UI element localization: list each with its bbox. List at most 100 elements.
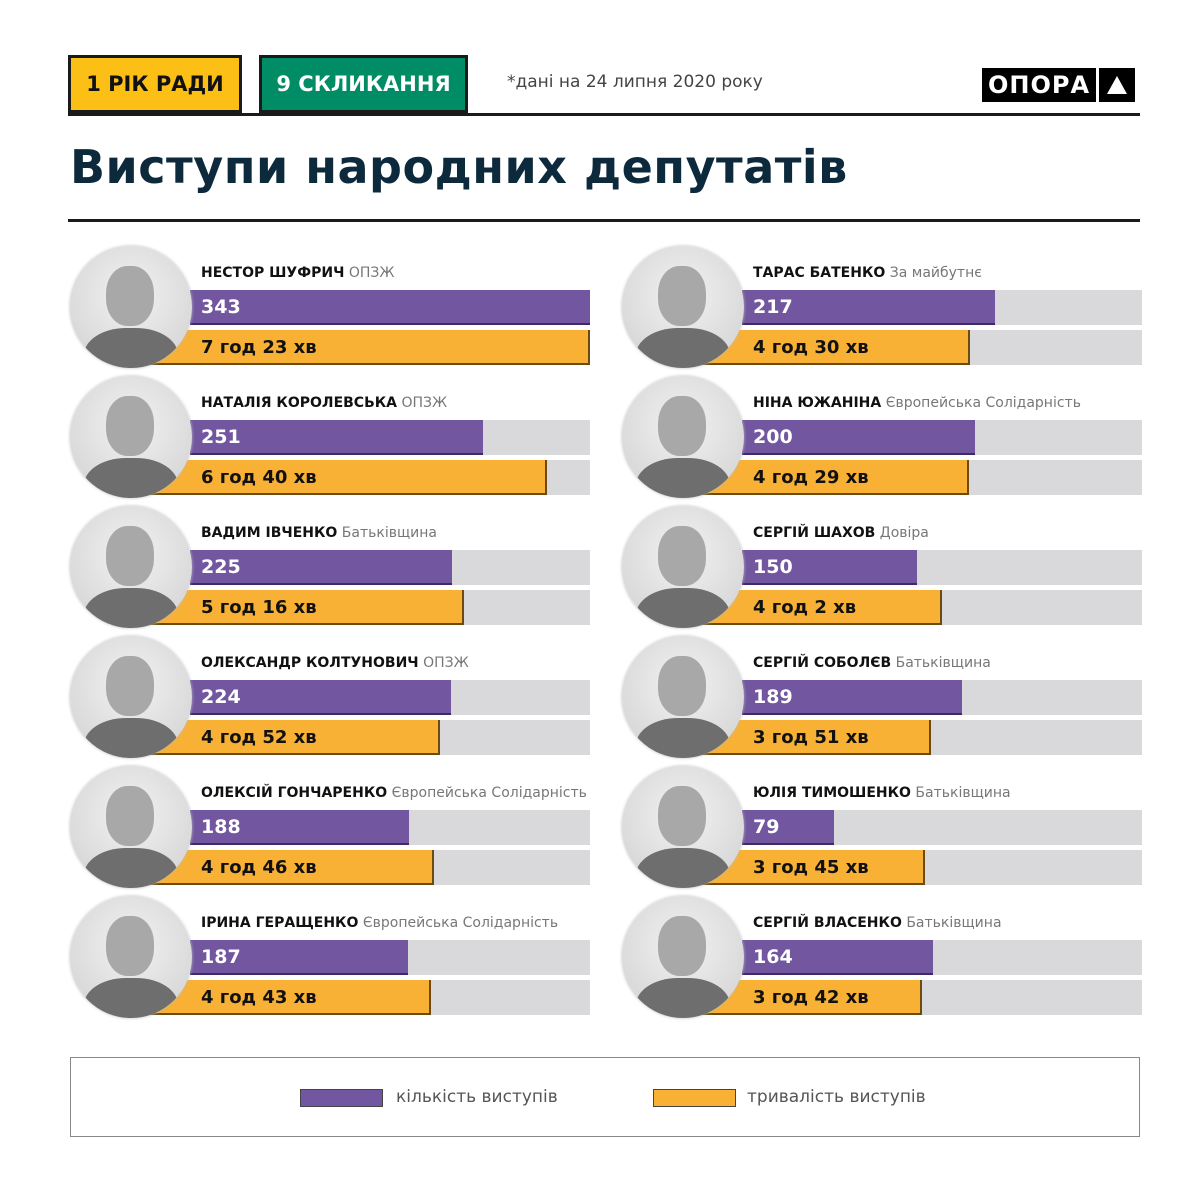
- duration-label: 5 год 16 хв: [201, 597, 317, 618]
- count-bar: [742, 550, 917, 585]
- deputy-name-line: НІНА ЮЖАНІНА Європейська Солідарність: [753, 395, 1081, 411]
- deputy-party: Європейська Солідарність: [391, 785, 587, 801]
- deputy-row: СЕРГІЙ СОБОЛЄВ Батьківщина 189 3 год 51 хв: [622, 636, 1142, 761]
- deputy-name: НІНА ЮЖАНІНА: [753, 395, 882, 411]
- deputy-party: Батьківщина: [895, 655, 991, 671]
- deputy-name-line: ЮЛІЯ ТИМОШЕНКО Батьківщина: [753, 785, 1011, 801]
- duration-label: 4 год 52 хв: [201, 727, 317, 748]
- deputy-row: НАТАЛІЯ КОРОЛЕВСЬКА ОПЗЖ 251 6 год 40 хв: [70, 376, 590, 501]
- duration-bar: [150, 460, 548, 495]
- deputy-name: ТАРАС БАТЕНКО: [753, 265, 886, 281]
- count-bar: [190, 290, 590, 325]
- duration-bar: [702, 850, 926, 885]
- deputy-name: ЮЛІЯ ТИМОШЕНКО: [753, 785, 911, 801]
- count-bar: [742, 810, 835, 845]
- deputy-row: СЕРГІЙ ШАХОВ Довіра 150 4 год 2 хв: [622, 506, 1142, 631]
- duration-bar: [150, 980, 432, 1015]
- duration-bar: [702, 720, 932, 755]
- duration-label: 6 год 40 хв: [201, 467, 317, 488]
- deputy-name: НАТАЛІЯ КОРОЛЕВСЬКА: [201, 395, 398, 411]
- page-title: Виступи народних депутатів: [70, 140, 848, 194]
- count-label: 150: [753, 556, 793, 578]
- duration-label: 7 год 23 хв: [201, 337, 317, 358]
- legend-swatch-duration: [653, 1089, 736, 1107]
- deputy-row: ОЛЕКСІЙ ГОНЧАРЕНКО Європейська Солідарні…: [70, 766, 590, 891]
- deputy-party: ОПЗЖ: [423, 655, 469, 671]
- deputy-row: ВАДИМ ІВЧЕНКО Батьківщина 225 5 год 16 хв: [70, 506, 590, 631]
- deputy-name-line: НЕСТОР ШУФРИЧ ОПЗЖ: [201, 265, 394, 281]
- duration-label: 3 год 45 хв: [753, 857, 869, 878]
- deputy-row: СЕРГІЙ ВЛАСЕНКО Батьківщина 164 3 год 42 х…: [622, 896, 1142, 1021]
- count-bar: [190, 550, 453, 585]
- duration-label: 4 год 46 хв: [201, 857, 317, 878]
- deputy-name-line: ОЛЕКСІЙ ГОНЧАРЕНКО Європейська Солідарні…: [201, 785, 587, 801]
- deputy-party: ОПЗЖ: [401, 395, 448, 411]
- opora-logo: ОПОРА: [982, 68, 1136, 102]
- count-bar: [742, 420, 976, 455]
- deputy-row: ІРИНА ГЕРАЩЕНКО Європейська Солідарність…: [70, 896, 590, 1021]
- count-label: 189: [753, 686, 793, 708]
- deputy-photo: [70, 636, 192, 758]
- deputy-name: СЕРГІЙ ШАХОВ: [753, 525, 876, 541]
- deputy-name-line: СЕРГІЙ СОБОЛЄВ Батьківщина: [753, 655, 991, 671]
- deputy-photo: [622, 766, 744, 888]
- legend-swatch-count: [300, 1089, 383, 1107]
- count-label: 343: [201, 296, 241, 318]
- duration-bar: [702, 980, 923, 1015]
- count-bar: [742, 680, 963, 715]
- duration-bar: [702, 590, 943, 625]
- header-divider: [68, 113, 1140, 116]
- logo-text: ОПОРА: [982, 68, 1097, 102]
- count-bar: [190, 810, 410, 845]
- deputy-name: СЕРГІЙ ВЛАСЕНКО: [753, 915, 902, 931]
- deputy-name: ОЛЕКСАНДР КОЛТУНОВИЧ: [201, 655, 419, 671]
- duration-bar: [150, 720, 441, 755]
- count-label: 251: [201, 426, 241, 448]
- year-tag: 1 РІК РАДИ: [68, 55, 242, 113]
- convocation-tag-label: 9 СКЛИКАННЯ: [276, 72, 451, 96]
- duration-label: 4 год 43 хв: [201, 987, 317, 1008]
- count-bar: [742, 290, 996, 325]
- deputy-name: ВАДИМ ІВЧЕНКО: [201, 525, 338, 541]
- count-label: 217: [753, 296, 793, 318]
- deputy-party: Батьківщина: [341, 525, 437, 541]
- duration-bar: [150, 590, 464, 625]
- data-date-note: *дані на 24 липня 2020 року: [507, 72, 763, 92]
- duration-label: 4 год 29 хв: [753, 467, 869, 488]
- deputy-row: НІНА ЮЖАНІНА Європейська Солідарність 200…: [622, 376, 1142, 501]
- deputy-name: ІРИНА ГЕРАЩЕНКО: [201, 915, 359, 931]
- deputy-party: Батьківщина: [906, 915, 1002, 931]
- count-label: 79: [753, 816, 780, 838]
- legend-label-count: кількість виступів: [396, 1087, 558, 1107]
- deputy-party: Батьківщина: [915, 785, 1011, 801]
- count-bar: [190, 940, 409, 975]
- deputy-photo: [70, 376, 192, 498]
- deputy-name: СЕРГІЙ СОБОЛЄВ: [753, 655, 892, 671]
- duration-label: 4 год 2 хв: [753, 597, 857, 618]
- count-label: 224: [201, 686, 241, 708]
- convocation-tag: 9 СКЛИКАННЯ: [259, 55, 468, 113]
- deputy-party: Європейська Солідарність: [362, 915, 559, 931]
- triangle-icon: [1099, 68, 1136, 102]
- deputy-row: НЕСТОР ШУФРИЧ ОПЗЖ 343 7 год 23 хв: [70, 246, 590, 371]
- duration-bar: [702, 460, 970, 495]
- duration-label: 3 год 42 хв: [753, 987, 869, 1008]
- deputy-row: ТАРАС БАТЕНКО За майбутнє 217 4 год 30 хв: [622, 246, 1142, 371]
- duration-label: 3 год 51 хв: [753, 727, 869, 748]
- deputy-photo: [70, 506, 192, 628]
- count-label: 164: [753, 946, 793, 968]
- duration-bar: [702, 330, 971, 365]
- duration-bar: [150, 330, 590, 365]
- deputy-name: НЕСТОР ШУФРИЧ: [201, 265, 345, 281]
- deputy-photo: [70, 766, 192, 888]
- duration-label: 4 год 30 хв: [753, 337, 869, 358]
- count-bar: [190, 680, 452, 715]
- deputy-name-line: ВАДИМ ІВЧЕНКО Батьківщина: [201, 525, 437, 541]
- count-bar: [742, 940, 934, 975]
- deputy-row: ОЛЕКСАНДР КОЛТУНОВИЧ ОПЗЖ 224 4 год 52 хв: [70, 636, 590, 761]
- deputy-name-line: СЕРГІЙ ВЛАСЕНКО Батьківщина: [753, 915, 1002, 931]
- deputy-row: ЮЛІЯ ТИМОШЕНКО Батьківщина 79 3 год 45 хв: [622, 766, 1142, 891]
- count-label: 200: [753, 426, 793, 448]
- deputy-name-line: НАТАЛІЯ КОРОЛЕВСЬКА ОПЗЖ: [201, 395, 447, 411]
- legend: кількість виступів тривалість виступів: [70, 1057, 1140, 1137]
